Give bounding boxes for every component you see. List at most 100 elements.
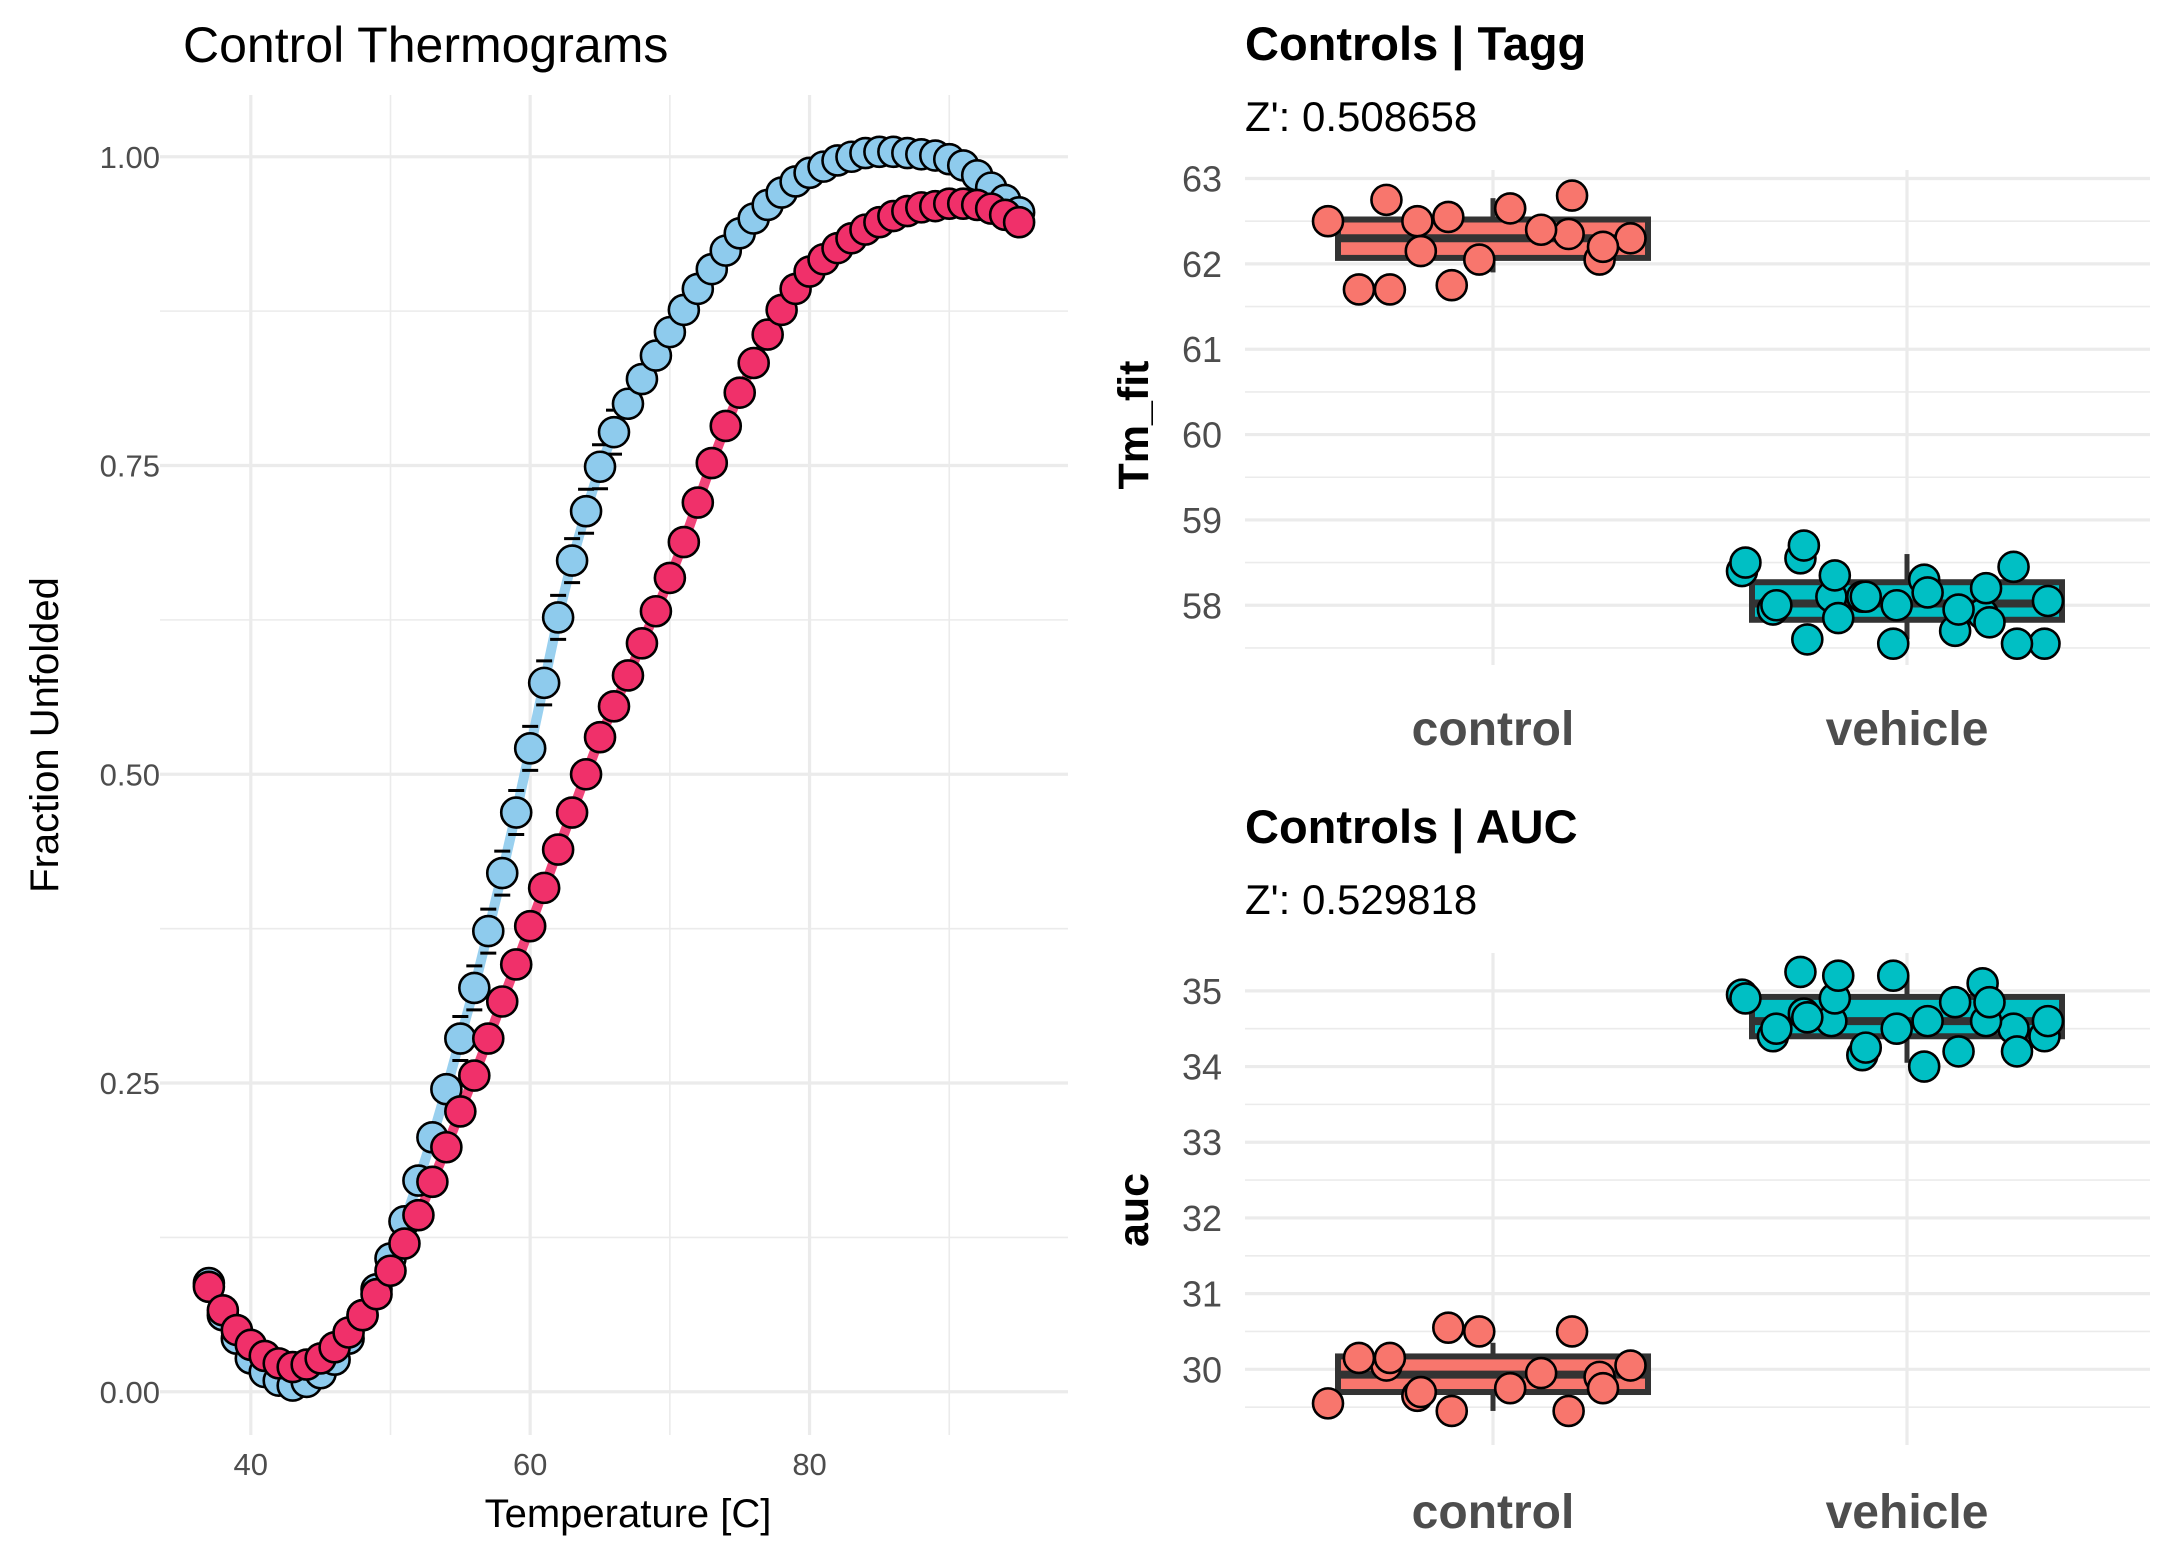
y-tick-label: 31 <box>1182 1274 1222 1315</box>
x-tick-label: 80 <box>792 1447 826 1482</box>
jitter-point <box>2000 627 2034 660</box>
y-tick-label: 34 <box>1182 1047 1222 1088</box>
data-point <box>569 494 603 528</box>
jitter-point <box>1614 1349 1647 1382</box>
jitter-point <box>1760 1012 1793 1045</box>
data-point <box>555 544 589 577</box>
data-point <box>639 594 673 628</box>
thermogram-x-axis-label: Temperature [C] <box>485 1492 772 1536</box>
jitter-point <box>1760 588 1793 622</box>
data-point <box>667 525 701 559</box>
jitter-point <box>2031 584 2065 618</box>
data-point <box>583 450 617 484</box>
jitter-point <box>1973 606 2006 639</box>
x-tick-label: vehicle <box>1826 1486 1989 1539</box>
jitter-point <box>1370 183 1403 217</box>
jitter-point <box>1907 1050 1941 1083</box>
data-point <box>192 1270 226 1304</box>
y-tick-label: 59 <box>1182 500 1222 541</box>
jitter-point <box>1997 550 2030 584</box>
tagg-points <box>1311 179 2065 660</box>
data-point <box>541 833 575 866</box>
data-point <box>681 486 715 519</box>
data-point <box>513 909 547 943</box>
tagg-panel-title: Controls | Tagg <box>1245 17 1586 70</box>
x-tick-label: control <box>1412 703 1575 756</box>
data-point <box>471 914 505 948</box>
data-point <box>653 561 687 595</box>
jitter-point <box>1586 1371 1620 1405</box>
jitter-point <box>1784 955 1817 989</box>
tagg-y-axis-label: Tm_fit <box>1110 361 1158 490</box>
auc-y-axis-label: auc <box>1110 1173 1158 1247</box>
jitter-point <box>1880 588 1913 622</box>
y-tick-label: 62 <box>1182 244 1222 285</box>
data-point <box>597 690 631 723</box>
data-point <box>625 362 659 396</box>
jitter-point <box>1342 1341 1376 1375</box>
y-tick-label: 60 <box>1182 415 1222 456</box>
data-point <box>1002 205 1036 239</box>
tagg-boxplot-panel: Controls | Tagg Z': 0.508658 58 59 60 61 62 6… <box>1110 17 2150 756</box>
jitter-point <box>1942 1035 1975 1068</box>
data-point <box>416 1165 449 1199</box>
data-point <box>513 732 547 765</box>
x-tick-label: vehicle <box>1826 703 1989 756</box>
data-point <box>402 1198 435 1232</box>
data-point <box>430 1130 463 1164</box>
tagg-y-tick-labels: 58 59 60 61 62 63 <box>1182 159 1222 627</box>
thermogram-gridlines <box>160 95 1068 1435</box>
data-point <box>458 971 491 1005</box>
jitter-point <box>1373 1341 1407 1375</box>
data-point <box>471 1022 505 1055</box>
data-point <box>611 659 645 692</box>
y-tick-label: 58 <box>1182 585 1222 626</box>
data-point <box>737 346 770 380</box>
auc-panel-title: Controls | AUC <box>1245 800 1578 853</box>
jitter-point <box>1729 546 1762 579</box>
jitter-point <box>1821 601 1855 635</box>
jitter-point <box>1435 268 1469 302</box>
series-line <box>204 198 1022 1373</box>
jitter-point <box>1911 576 1944 609</box>
jitter-point <box>1942 593 1975 626</box>
jitter-point <box>1373 273 1407 306</box>
data-point <box>625 627 659 660</box>
thermogram-y-axis-label: Fraction Unfolded <box>23 577 67 893</box>
auc-z-prime: Z': 0.529818 <box>1245 876 1477 923</box>
thermogram-x-tick-labels: 40 60 80 <box>234 1447 827 1482</box>
y-tick-label: 63 <box>1182 159 1222 200</box>
y-tick-label: 32 <box>1182 1198 1222 1239</box>
jitter-point <box>1493 192 1527 225</box>
thermogram-title: Control Thermograms <box>183 17 668 73</box>
data-point <box>723 376 757 409</box>
jitter-point <box>1435 1394 1469 1428</box>
data-point <box>695 446 729 480</box>
jitter-point <box>2031 1004 2065 1038</box>
jitter-point <box>1880 1012 1913 1045</box>
y-tick-label: 30 <box>1182 1349 1222 1390</box>
auc-boxplot-panel: Controls | AUC Z': 0.529818 30 31 32 33 34 35… <box>1110 800 2150 1539</box>
data-point <box>709 409 743 443</box>
jitter-point <box>2000 1035 2034 1068</box>
x-tick-label: control <box>1412 1486 1575 1539</box>
jitter-point <box>1969 571 2003 605</box>
data-point <box>485 856 519 890</box>
thermogram-points <box>192 135 1036 1402</box>
jitter-point <box>1938 985 1972 1019</box>
jitter-point <box>1404 1375 1438 1409</box>
thermogram-y-tick-labels: 0.00 0.25 0.50 0.75 1.00 <box>100 140 160 1410</box>
jitter-point <box>1552 217 1585 251</box>
jitter-point <box>1973 985 2006 1019</box>
data-point <box>388 1227 421 1260</box>
data-point <box>611 387 645 421</box>
jitter-point <box>1614 221 1647 255</box>
data-point <box>485 985 519 1018</box>
jitter-point <box>1849 1031 1883 1064</box>
auc-y-tick-labels: 30 31 32 33 34 35 <box>1182 971 1222 1390</box>
data-point <box>499 948 533 981</box>
x-tick-label: 40 <box>234 1447 268 1482</box>
jitter-point <box>1493 1371 1527 1405</box>
y-tick-label: 0.75 <box>100 449 160 484</box>
